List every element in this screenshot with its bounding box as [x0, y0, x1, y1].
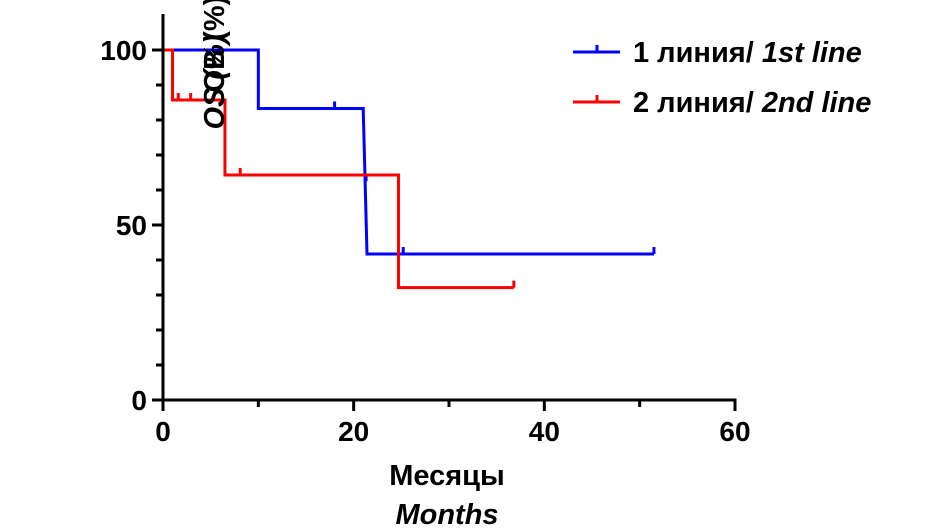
y-tick-label: 0 [131, 385, 147, 416]
x-tick-label: 0 [155, 416, 171, 447]
legend-label-en: 2nd line [761, 87, 872, 119]
legend-label: 1 линия/ 1st line [633, 37, 862, 69]
x-tick-label: 20 [338, 416, 369, 447]
series-line-1 [163, 48, 654, 256]
y-axis-title-en: OS (%) [199, 34, 231, 129]
y-tick-label: 50 [116, 210, 147, 241]
legend-label-ru: 1 линия/ [633, 37, 762, 69]
legend-label: 2 линия/ 2nd line [633, 87, 871, 119]
y-ticks: 0 50 100 [100, 35, 163, 416]
x-tick-label: 60 [719, 416, 750, 447]
series-layer [163, 48, 656, 290]
x-ticks: 0 20 40 60 [155, 400, 751, 447]
legend-label-ru: 2 линия/ [633, 87, 762, 119]
legend-label-en: 1st line [762, 37, 862, 69]
series-line-2 [163, 48, 514, 290]
x-axis-title: Месяцы [389, 460, 505, 492]
y-tick-label: 100 [100, 35, 147, 66]
y-axis-title: ОВ (%) [199, 0, 231, 92]
x-axis-title-en: Months [395, 499, 498, 529]
x-tick-label: 40 [529, 416, 560, 447]
